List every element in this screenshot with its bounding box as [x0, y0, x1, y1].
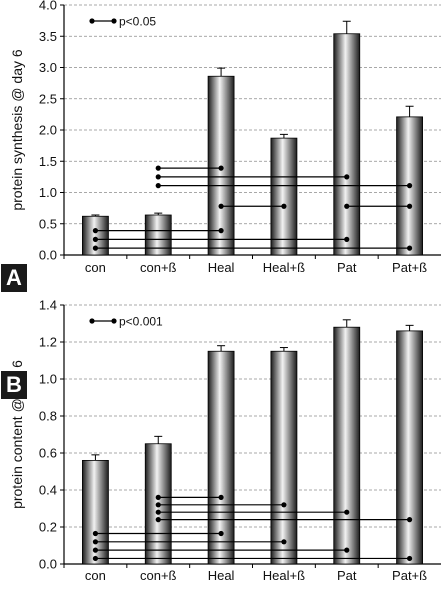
y-tick-label: 4.0: [39, 0, 57, 13]
y-tick-label: 1.4: [39, 298, 57, 313]
legend-dot: [111, 18, 117, 24]
bar-4: [333, 33, 361, 256]
chart-a: 0.0 0.5 1.0 1.5 2.0 2.5 3.0 3.5 4.0 protein synth…: [9, 0, 441, 275]
x-tick-label: Pat+ß: [392, 568, 427, 583]
y-tick-label: 2.5: [39, 91, 57, 106]
significance-dot: [155, 183, 161, 189]
x-tick-label: Heal+ß: [263, 260, 305, 275]
significance-dot: [92, 539, 99, 545]
y-tick-label: 3.0: [39, 60, 57, 75]
significance-dot: [92, 547, 99, 553]
x-tick-label: con: [85, 568, 106, 583]
significance-dot: [155, 165, 161, 171]
legend-dot: [89, 318, 95, 324]
significance-dot: [92, 245, 99, 251]
significance-dot: [155, 509, 161, 515]
y-tick-label: 1.2: [39, 335, 57, 350]
significance-dot: [155, 517, 161, 523]
legend-label: p<0.05: [119, 15, 156, 29]
x-tick-label: Pat+ß: [392, 260, 427, 275]
significance-dot: [406, 203, 413, 209]
y-tick-label: 1.0: [39, 372, 57, 387]
significance-dot: [218, 203, 224, 209]
bar-4: [333, 326, 361, 565]
significance-dot: [218, 494, 224, 500]
legend-dot: [111, 318, 117, 324]
significance-dot: [155, 494, 161, 500]
significance-dot: [344, 547, 350, 553]
x-tick-label: con: [85, 260, 106, 275]
significance-dot: [344, 174, 350, 180]
y-tick-label: 0.2: [39, 520, 57, 535]
y-tick-label: 0.5: [39, 216, 57, 231]
significance-dot: [218, 228, 224, 234]
significance-dot: [92, 228, 99, 234]
significance-dot: [218, 530, 224, 537]
significance-dot: [92, 555, 99, 562]
significance-dot: [406, 183, 413, 189]
bar-3: [270, 137, 298, 256]
y-tick-label: 2.0: [39, 123, 57, 138]
significance-dot: [92, 236, 99, 242]
x-tick-label: con+ß: [140, 568, 177, 583]
y-tick-label: 0.0: [39, 248, 57, 263]
bar-0: [82, 459, 109, 565]
x-tick-label: Heal: [208, 568, 235, 583]
x-tick-label: con+ß: [140, 260, 177, 275]
panel-a: 0.0 0.5 1.0 1.5 2.0 2.5 3.0 3.5 4.0 protein synth…: [0, 0, 443, 296]
bar-1: [144, 214, 172, 256]
significance-dot: [281, 203, 287, 209]
bar-3: [270, 350, 298, 565]
panel-label-b: B: [1, 371, 27, 399]
bar-5: [396, 330, 423, 565]
legend-dot: [89, 18, 95, 24]
x-tick-label: Heal: [208, 260, 235, 275]
significance-dot: [344, 236, 350, 242]
significance-dot: [92, 530, 99, 537]
significance-dot: [344, 203, 350, 209]
y-tick-label: 0.0: [39, 557, 57, 572]
y-tick-label: 1.5: [39, 154, 57, 169]
significance-dot: [406, 517, 413, 523]
significance-dot: [155, 502, 161, 508]
significance-dot: [344, 509, 350, 515]
x-tick-label: Heal+ß: [263, 568, 305, 583]
significance-dot: [218, 165, 224, 171]
y-tick-label: 3.5: [39, 29, 57, 44]
y-tick-label: 0.6: [39, 446, 57, 461]
y-axis-label: protein synthesis @ day 6: [9, 49, 25, 211]
y-tick-label: 0.4: [39, 483, 57, 498]
legend-label: p<0.001: [119, 315, 163, 329]
panel-label-a: A: [1, 264, 27, 292]
bar-2: [207, 350, 235, 565]
significance-dot: [155, 174, 161, 180]
significance-dot: [406, 245, 413, 251]
significance-dot: [406, 555, 413, 562]
y-tick-label: 1.0: [39, 185, 57, 200]
panel-b: 0.0 0.2 0.4 0.6 0.8 1.0 1.2 1.4 protein content …: [0, 296, 443, 596]
significance-dot: [281, 539, 287, 545]
x-tick-label: Pat: [337, 568, 357, 583]
significance-dot: [281, 502, 287, 508]
x-tick-label: Pat: [337, 260, 357, 275]
y-tick-label: 0.8: [39, 409, 57, 424]
